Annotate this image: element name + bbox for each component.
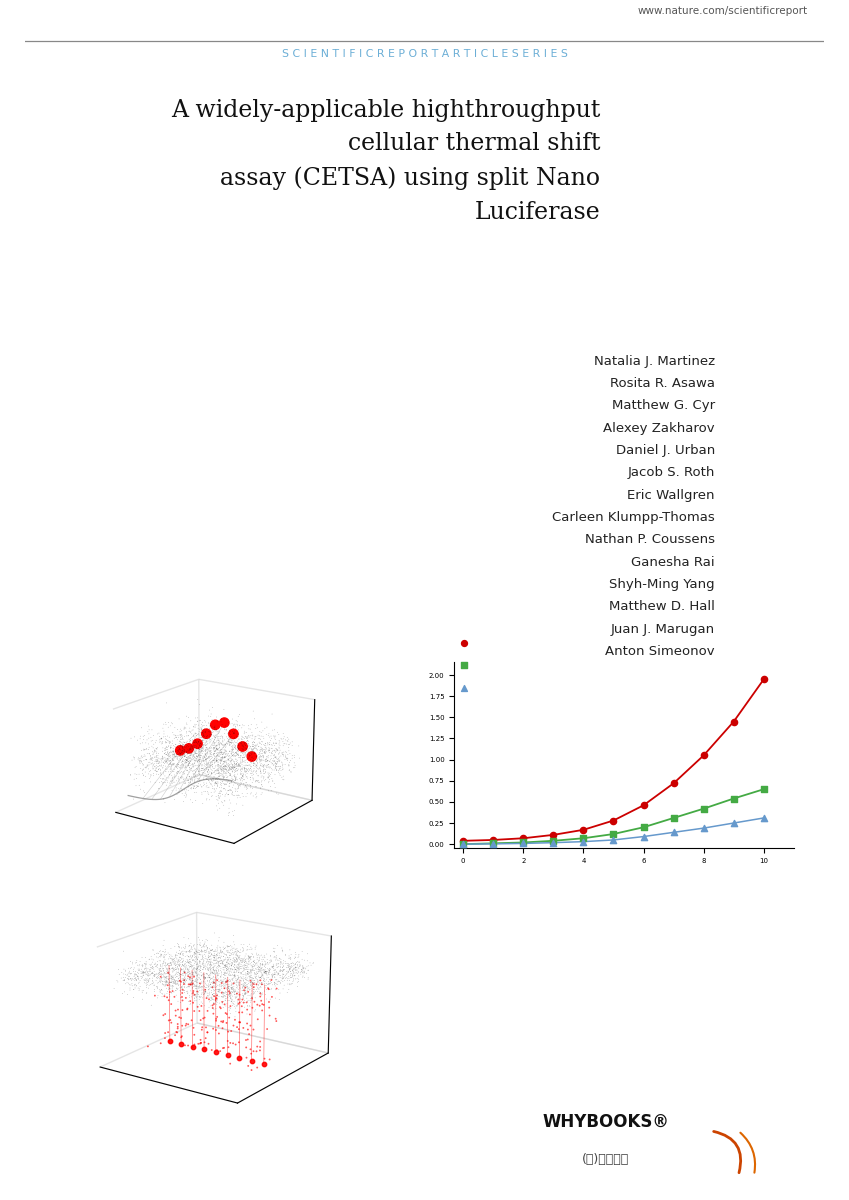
Point (757, 809, 771, 828)
Point (666, 809, 680, 828)
Text: Jacob S. Roth: Jacob S. Roth (627, 467, 715, 479)
Point (637, 817, 650, 836)
Text: (주)와이북스: (주)와이북스 (582, 1153, 629, 1165)
Text: Daniel J. Urban: Daniel J. Urban (616, 444, 715, 457)
Point (666, 774, 680, 793)
Point (607, 811, 621, 830)
Point (457, 834, 470, 853)
Text: WHYBOOKS®: WHYBOOKS® (542, 1112, 669, 1130)
Text: Matthew G. Cyr: Matthew G. Cyr (612, 400, 715, 413)
Point (757, 670, 771, 689)
Text: Anton Simeonov: Anton Simeonov (605, 644, 715, 658)
Point (516, 833, 530, 852)
Text: www.nature.com/scientificreport: www.nature.com/scientificreport (638, 6, 807, 16)
Point (727, 788, 740, 808)
Point (697, 799, 711, 818)
Text: Eric Wallgren: Eric Wallgren (627, 488, 715, 502)
Point (457, 655, 470, 674)
Text: Rosita R. Asawa: Rosita R. Asawa (610, 377, 715, 390)
Point (516, 834, 530, 853)
Point (576, 821, 590, 840)
Point (757, 780, 771, 799)
Text: Matthew D. Hall: Matthew D. Hall (609, 600, 715, 613)
Point (547, 832, 560, 851)
Point (607, 830, 621, 850)
Point (576, 829, 590, 848)
Point (457, 834, 470, 853)
Point (457, 634, 470, 653)
Text: A widely-applicable highthroughput
cellular thermal shift
assay (CETSA) using sp: A widely-applicable highthroughput cellu… (171, 98, 600, 223)
Point (486, 830, 500, 850)
Point (486, 834, 500, 853)
Point (486, 834, 500, 853)
Text: Natalia J. Martinez: Natalia J. Martinez (593, 355, 715, 367)
Point (516, 829, 530, 848)
Point (697, 745, 711, 766)
Point (666, 823, 680, 842)
Text: Mark J. Henderson: Mark J. Henderson (593, 667, 715, 680)
Point (637, 796, 650, 815)
Point (547, 826, 560, 845)
Point (576, 832, 590, 851)
Point (727, 814, 740, 833)
Text: Shyh-Ming Yang: Shyh-Ming Yang (610, 578, 715, 590)
Text: Nathan P. Coussens: Nathan P. Coussens (585, 533, 715, 546)
Text: S C I E N T I F I C R E P O R T A R T I C L E S E R I E S: S C I E N T I F I C R E P O R T A R T I … (282, 49, 567, 59)
Point (637, 827, 650, 846)
Text: Juan J. Marugan: Juan J. Marugan (610, 623, 715, 636)
Point (457, 832, 470, 851)
Point (697, 818, 711, 838)
Point (727, 712, 740, 731)
Text: Carleen Klumpp-Thomas: Carleen Klumpp-Thomas (552, 511, 715, 524)
Text: Alexey Zakharov: Alexey Zakharov (604, 421, 715, 434)
Text: Ganesha Rai: Ganesha Rai (632, 556, 715, 569)
Point (607, 824, 621, 844)
Point (457, 678, 470, 697)
Point (547, 833, 560, 852)
